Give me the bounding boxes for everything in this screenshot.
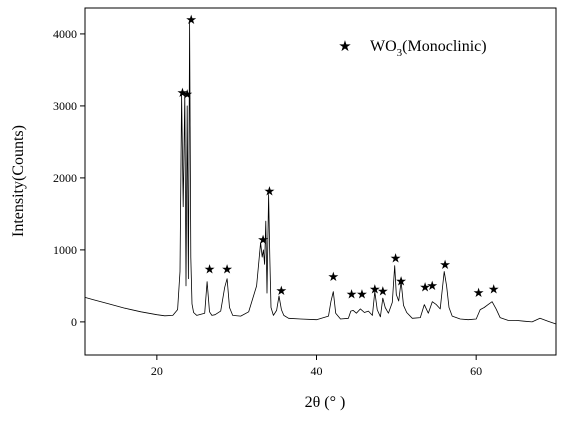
peak-marker-star: ★ [221,261,233,276]
peak-marker-star: ★ [264,184,276,199]
peak-marker-star: ★ [439,257,451,272]
legend-label-main: WO [370,38,397,55]
peak-marker-star: ★ [426,278,438,293]
y-tick-label: 0 [71,315,77,329]
x-tick-label: 20 [151,364,163,378]
y-tick-label: 4000 [53,27,77,41]
peak-markers: ★★★★★★★★★★★★★★★★★★★★ [177,12,500,301]
peak-marker-star: ★ [390,251,402,266]
y-tick-label: 3000 [53,99,77,113]
x-axis-label: 2θ (° ) [305,394,346,411]
plot-frame [85,8,556,355]
peak-marker-star: ★ [327,269,339,284]
peak-marker-star: ★ [488,281,500,296]
legend: ★ WO3(Monoclinic) [338,38,486,59]
peak-marker-star: ★ [377,284,389,299]
xrd-pattern-line [85,23,556,324]
peak-marker-star: ★ [395,274,407,289]
y-tick-label: 2000 [53,171,77,185]
peak-marker-star: ★ [185,12,197,27]
legend-label-tail: (Monoclinic) [402,38,486,55]
peak-marker-star: ★ [257,232,269,247]
y-tick-label: 1000 [53,243,77,257]
x-tick-label: 60 [470,364,482,378]
peak-marker-star: ★ [473,285,485,300]
peak-marker-star: ★ [276,283,288,298]
x-tick-label: 40 [311,364,323,378]
y-axis-label: Intensity(Counts) [10,125,27,237]
peak-marker-star: ★ [204,261,216,276]
y-axis-ticks: 0 1000 2000 3000 4000 [53,27,85,329]
peak-marker-star: ★ [356,287,368,302]
peak-marker-star: ★ [181,86,193,101]
legend-label: WO3(Monoclinic) [370,38,487,59]
x-axis-ticks: 20 40 60 [151,355,482,378]
legend-marker: ★ [338,39,351,55]
